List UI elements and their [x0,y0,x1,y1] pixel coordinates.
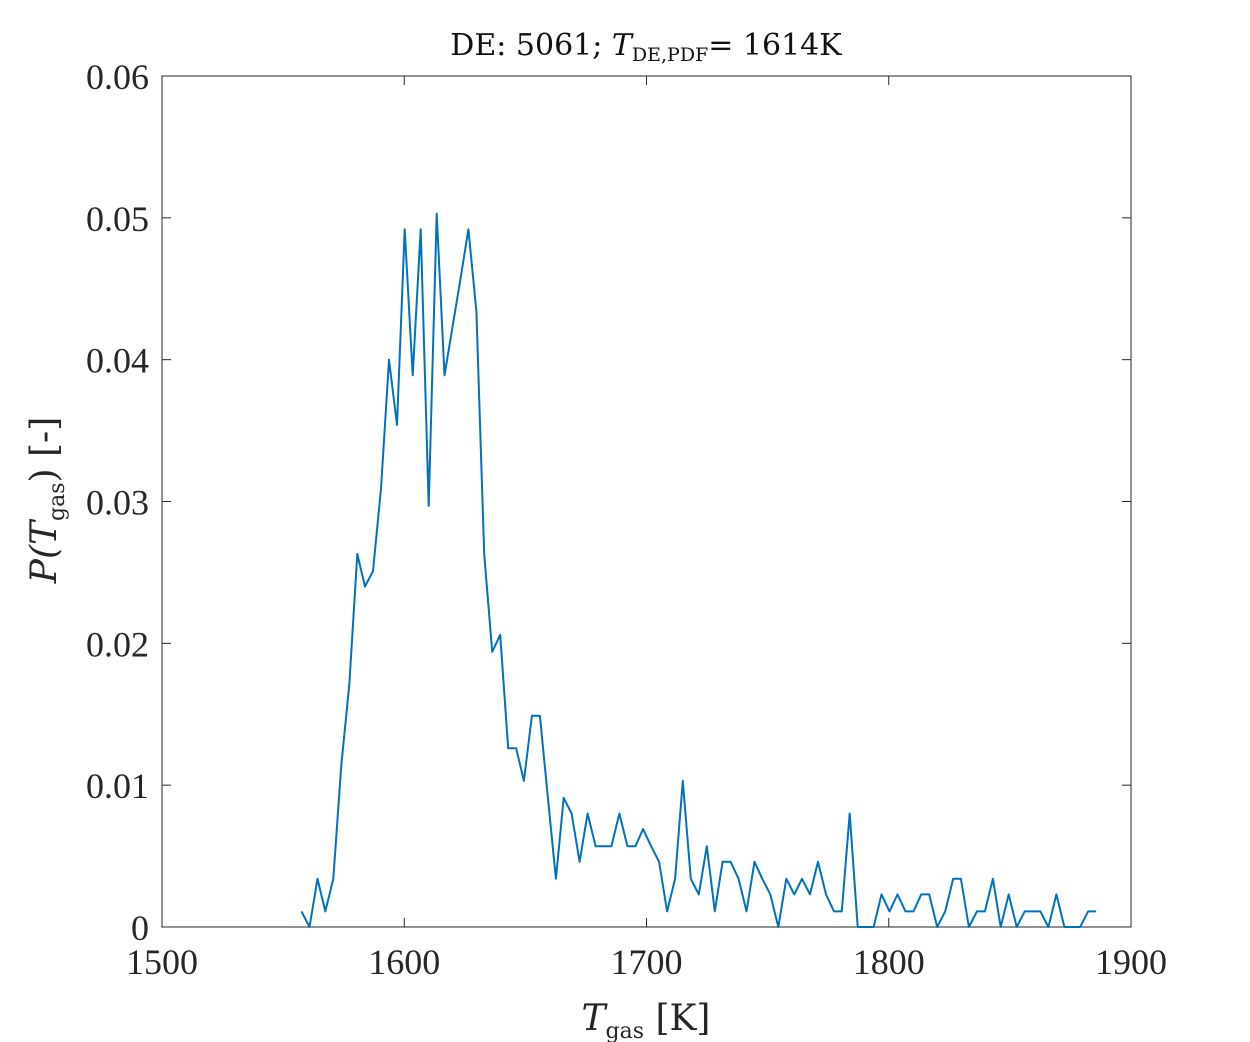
y-tick-label: 0.02 [86,624,149,664]
x-axis-label: Tgas [K] [582,998,711,1042]
y-tick-label: 0 [131,908,149,948]
x-tick-label: 1700 [611,942,683,982]
title-var-sub: DE,PDF [632,44,708,66]
x-label-var-sub: gas [606,1019,645,1042]
y-tick-label: 0.01 [86,766,149,806]
y-label-var: T [24,518,65,545]
x-label-unit: [K] [644,998,710,1039]
x-tick-label: 1900 [1095,942,1167,982]
y-tick-label: 0.06 [86,57,149,97]
x-label-var: T [582,998,609,1039]
x-axis-ticks: 1500 1600 1700 1800 1900 [126,76,1167,982]
y-tick-label: 0.03 [86,483,149,523]
y-label-unit: [-] [24,417,65,469]
title-suffix: = 1614K [708,28,842,63]
title-prefix: DE: 5061; [450,28,612,63]
y-axis-ticks: 0 0.01 0.02 0.03 0.04 0.05 0.06 [86,57,1131,948]
x-tick-label: 1800 [853,942,925,982]
y-label-func: P( [24,544,65,584]
y-label-close: ) [24,468,65,482]
title-var: T [612,28,634,63]
y-tick-label: 0.04 [86,341,149,381]
pdf-series-line [300,212,1097,928]
x-tick-label: 1600 [368,942,440,982]
y-tick-label: 0.05 [86,199,149,239]
chart-title: DE: 5061; TDE,PDF= 1614K [450,28,842,66]
x-tick-label: 1500 [126,942,198,982]
y-label-var-sub: gas [45,482,70,521]
plot-area-box [161,75,1132,928]
y-axis-label: P(Tgas) [-] [24,417,70,585]
